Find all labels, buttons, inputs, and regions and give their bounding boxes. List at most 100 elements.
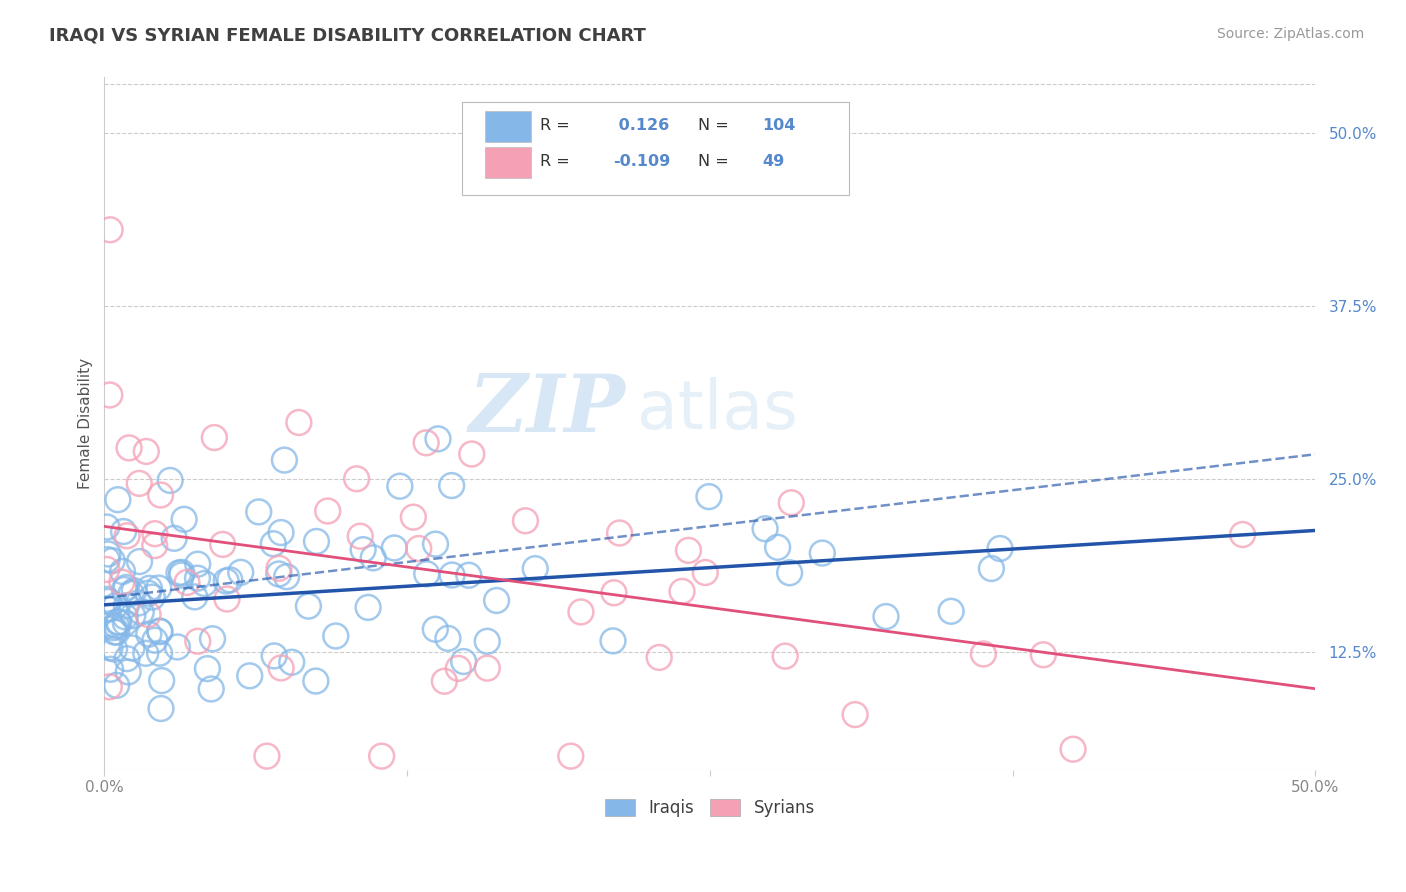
Point [477, 661, 499, 675]
Text: ZIP: ZIP [468, 371, 626, 449]
Point [569, 605, 592, 619]
Point [138, 582, 160, 596]
Point [262, 537, 284, 551]
Point [415, 566, 437, 581]
Point [97, 547, 120, 561]
Point [149, 488, 172, 502]
Point [148, 646, 170, 660]
Point [150, 673, 173, 688]
Point [114, 610, 136, 624]
Point [176, 575, 198, 590]
Point [477, 634, 499, 648]
Point [425, 537, 447, 551]
Point [263, 648, 285, 663]
Point [121, 640, 143, 655]
Point [101, 554, 124, 568]
Point [648, 650, 671, 665]
Point [349, 529, 371, 543]
Point [98, 223, 121, 237]
Point [267, 561, 290, 575]
Point [524, 561, 547, 575]
Point [388, 479, 411, 493]
Point [211, 537, 233, 551]
Point [107, 615, 129, 629]
Point [143, 633, 166, 648]
Point [118, 441, 141, 455]
Point [457, 568, 479, 582]
Point [128, 555, 150, 569]
Point [609, 526, 631, 541]
Point [112, 524, 135, 539]
Point [187, 557, 209, 571]
Text: N =: N = [697, 154, 728, 169]
Point [1032, 648, 1054, 662]
Point [485, 593, 508, 607]
Point [602, 633, 624, 648]
Point [183, 590, 205, 604]
Point [357, 600, 380, 615]
Point [96, 592, 118, 607]
Point [695, 566, 717, 580]
Point [201, 632, 224, 646]
Point [104, 642, 127, 657]
Point [138, 627, 160, 641]
Point [773, 649, 796, 664]
Point [980, 561, 1002, 575]
Point [117, 665, 139, 679]
Point [437, 632, 460, 646]
FancyBboxPatch shape [461, 102, 849, 195]
Point [678, 543, 700, 558]
Point [427, 432, 450, 446]
Point [112, 582, 135, 597]
Point [425, 622, 447, 636]
Point [200, 681, 222, 696]
Point [370, 749, 392, 764]
Point [780, 496, 803, 510]
Point [96, 602, 118, 616]
Point [128, 476, 150, 491]
Point [120, 586, 142, 600]
Point [1232, 527, 1254, 541]
Point [267, 566, 290, 581]
Point [202, 431, 225, 445]
Point [121, 608, 143, 623]
Point [256, 749, 278, 764]
Point [115, 599, 138, 613]
Point [988, 541, 1011, 556]
Point [215, 574, 238, 588]
Point [96, 562, 118, 576]
Text: -0.109: -0.109 [613, 154, 671, 169]
Point [159, 474, 181, 488]
Point [811, 546, 834, 560]
Point [104, 625, 127, 640]
Point [149, 624, 172, 638]
Point [346, 472, 368, 486]
Point [135, 646, 157, 660]
Point [453, 655, 475, 669]
Point [136, 607, 159, 622]
Text: 49: 49 [762, 154, 785, 169]
Point [149, 624, 172, 639]
Point [105, 625, 128, 640]
Point [135, 444, 157, 458]
Point [111, 565, 134, 579]
Point [325, 629, 347, 643]
Point [96, 520, 118, 534]
Point [402, 510, 425, 524]
Point [270, 661, 292, 675]
FancyBboxPatch shape [485, 147, 530, 178]
Point [197, 662, 219, 676]
Text: R =: R = [540, 119, 569, 134]
Point [170, 568, 193, 582]
Point [148, 581, 170, 595]
Point [173, 512, 195, 526]
Point [150, 701, 173, 715]
Point [247, 505, 270, 519]
Point [461, 447, 484, 461]
Point [105, 619, 128, 633]
Point [779, 566, 801, 580]
Point [104, 599, 127, 613]
Point [273, 453, 295, 467]
Point [603, 586, 626, 600]
Point [697, 490, 720, 504]
